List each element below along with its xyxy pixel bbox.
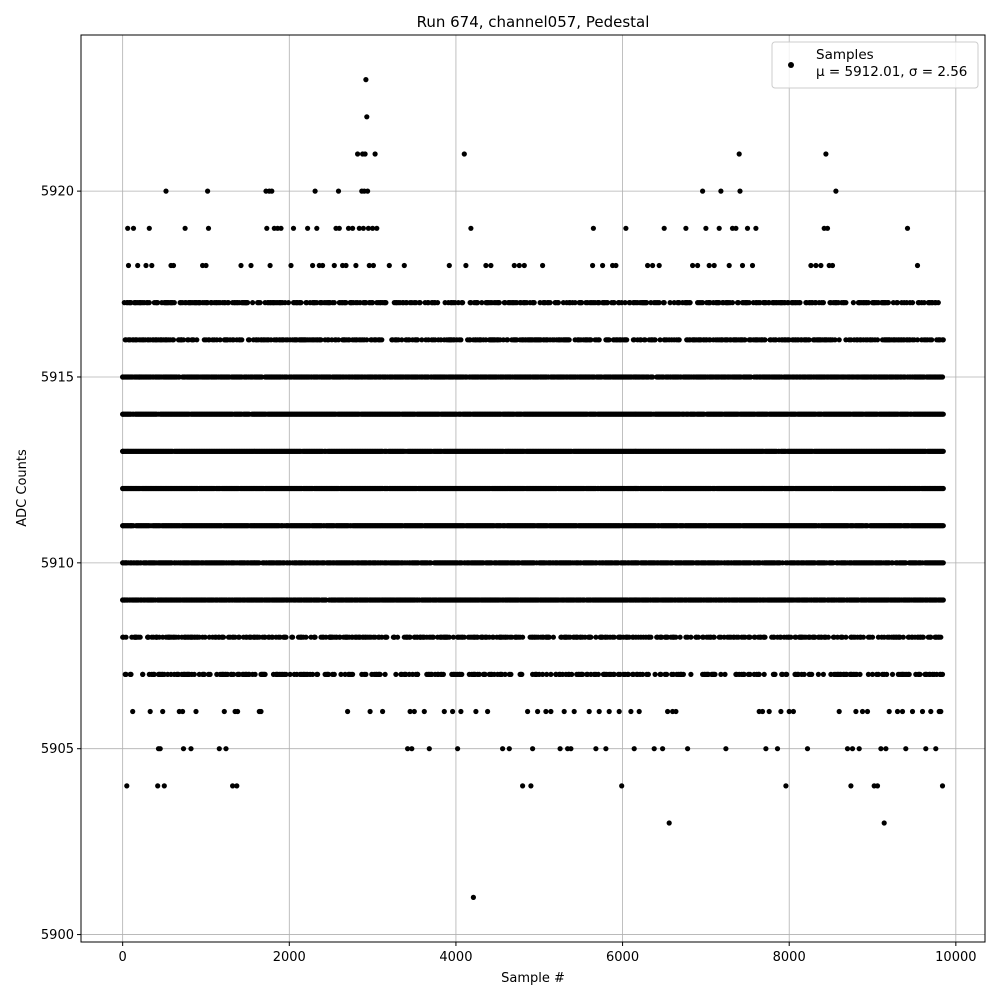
data-point — [940, 560, 946, 566]
data-point — [940, 597, 946, 603]
data-points — [120, 77, 946, 901]
data-point — [940, 485, 946, 492]
data-point — [940, 448, 946, 454]
data-point — [940, 523, 946, 529]
